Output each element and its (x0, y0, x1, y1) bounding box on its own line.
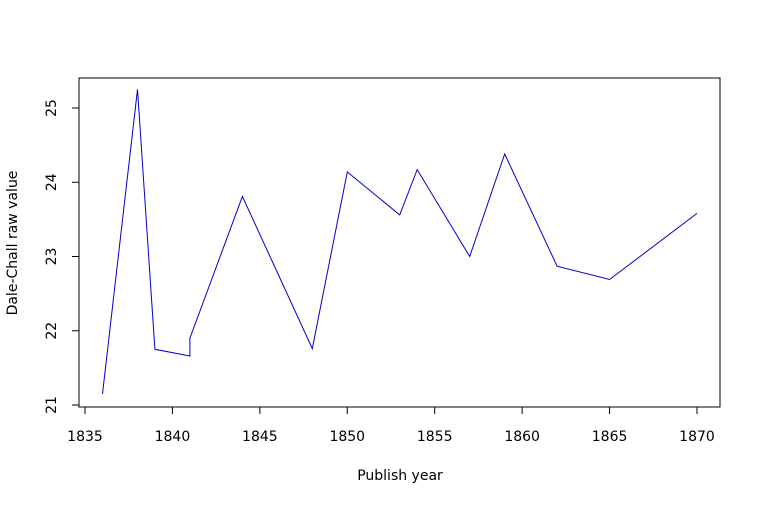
series-layer (102, 89, 698, 394)
series-line (102, 89, 698, 394)
y-axis-title: Dale-Chall raw value (5, 171, 21, 316)
y-tick-label: 21 (44, 396, 60, 414)
plot-frame (78, 77, 721, 408)
x-axis: 1835 1840 1845 1850 1855 1860 1865 1870 (67, 406, 715, 445)
x-tick-label: 1845 (242, 429, 278, 445)
x-tick-label: 1835 (67, 429, 103, 445)
x-tick-label: 1840 (155, 429, 191, 445)
y-tick-label: 22 (44, 322, 60, 340)
y-axis: 21 22 23 24 25 (44, 99, 80, 414)
y-tick-label: 24 (44, 173, 60, 191)
x-axis-title: Publish year (357, 468, 443, 484)
x-tick-label: 1870 (679, 429, 715, 445)
y-tick-label: 25 (44, 99, 60, 117)
y-tick-label: 23 (44, 248, 60, 266)
x-tick-label: 1850 (329, 429, 365, 445)
x-tick-label: 1855 (417, 429, 453, 445)
x-tick-label: 1860 (504, 429, 540, 445)
x-tick-label: 1865 (592, 429, 628, 445)
